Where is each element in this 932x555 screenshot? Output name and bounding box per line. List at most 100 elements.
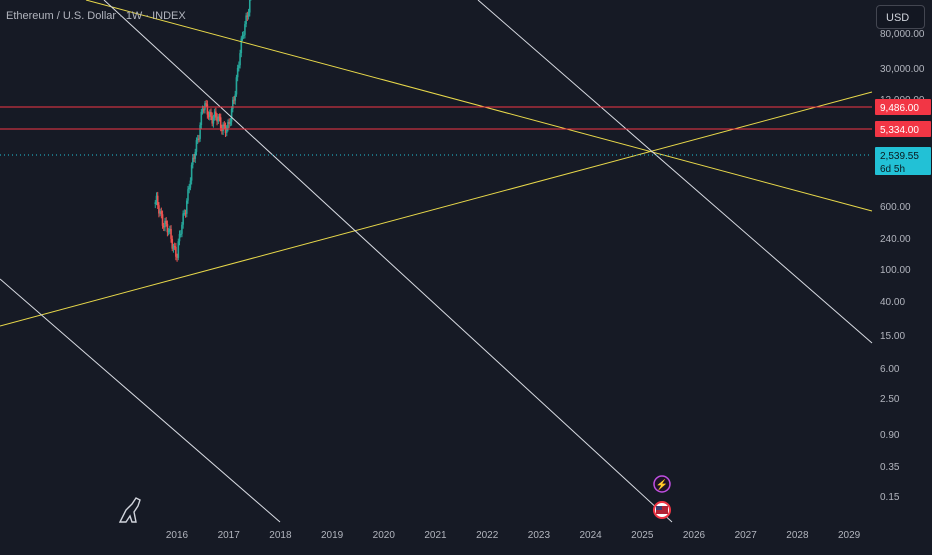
price-tick-label: 80,000.00 xyxy=(880,29,925,40)
candle-body xyxy=(194,151,197,159)
candle-body xyxy=(172,246,175,249)
candle-body xyxy=(217,116,220,122)
candle-body xyxy=(166,224,169,233)
candle-body xyxy=(242,34,245,36)
candle-body xyxy=(185,200,188,214)
candle-body xyxy=(234,94,237,101)
candle-body xyxy=(208,111,211,117)
candle-body xyxy=(156,195,159,206)
candle-body xyxy=(179,233,182,235)
candle-body xyxy=(205,103,207,105)
candle-body xyxy=(227,122,229,129)
candle-body xyxy=(240,38,243,54)
countdown-label: 6d 5h xyxy=(880,164,905,175)
candle-body xyxy=(162,225,165,228)
candle-body xyxy=(230,108,233,122)
candle-body xyxy=(198,138,200,140)
candle-body xyxy=(184,213,187,215)
price-marker-label: 5,334.00 xyxy=(880,125,919,136)
candle-body xyxy=(187,189,189,201)
candle-body xyxy=(215,111,217,117)
time-tick-label: 2024 xyxy=(579,530,602,541)
price-tick-label: 100.00 xyxy=(880,265,911,276)
candle-body xyxy=(228,122,230,124)
candle-body xyxy=(238,65,240,68)
candle-body xyxy=(201,109,204,112)
candle-body xyxy=(221,128,223,132)
candle-body xyxy=(175,246,177,257)
candle-body xyxy=(207,114,210,117)
candle-body xyxy=(165,220,167,225)
candle-body xyxy=(192,157,194,165)
candle-body xyxy=(202,109,205,111)
channel-line-upper xyxy=(477,0,873,344)
candle-body xyxy=(211,116,214,124)
price-tick-label: 2.50 xyxy=(880,394,900,405)
candle-body xyxy=(235,77,238,95)
candle-body xyxy=(160,211,163,215)
time-tick-label: 2023 xyxy=(528,530,551,541)
candle-body xyxy=(244,24,246,35)
lightning-icon xyxy=(653,475,671,493)
candle-body xyxy=(193,157,195,159)
price-tick-label: 15.00 xyxy=(880,331,905,342)
candle-body xyxy=(200,111,203,126)
time-tick-label: 2020 xyxy=(373,530,396,541)
candle-body xyxy=(245,15,247,25)
candle-body xyxy=(206,104,209,115)
time-tick-label: 2017 xyxy=(218,530,241,541)
channel-line-middle xyxy=(103,0,673,523)
candle-body xyxy=(229,121,232,124)
ascending-yellow-trendline xyxy=(0,91,873,327)
channel-line-lower xyxy=(0,278,281,523)
time-tick-label: 2019 xyxy=(321,530,344,541)
candle-body xyxy=(188,187,191,190)
currency-button[interactable]: USD xyxy=(876,5,925,29)
time-tick-label: 2025 xyxy=(631,530,654,541)
candle-body xyxy=(241,35,244,39)
dinosaur-logo-icon xyxy=(118,497,141,523)
time-tick-label: 2026 xyxy=(683,530,706,541)
candle-body xyxy=(224,126,227,133)
candle-body xyxy=(216,116,218,122)
candle-body xyxy=(182,213,184,225)
candle-body xyxy=(190,164,193,181)
candle-body xyxy=(159,211,161,214)
price-tick-label: 600.00 xyxy=(880,202,911,213)
candle-body xyxy=(196,138,199,141)
candle-body xyxy=(171,238,174,249)
price-tick-label: 0.35 xyxy=(880,462,900,473)
time-tick-label: 2018 xyxy=(269,530,292,541)
price-tick-label: 30,000.00 xyxy=(880,64,925,75)
candle-body xyxy=(173,246,176,248)
candle-body xyxy=(248,0,251,13)
candle-body xyxy=(233,99,235,101)
price-marker-label-bg xyxy=(875,121,931,137)
candle-body xyxy=(213,111,216,118)
time-tick-label: 2028 xyxy=(786,530,809,541)
candle-body xyxy=(170,228,172,239)
time-tick-label: 2022 xyxy=(476,530,499,541)
candles xyxy=(154,0,252,262)
candle-body xyxy=(219,117,222,129)
candle-body xyxy=(247,12,250,17)
price-tick-label: 0.90 xyxy=(880,430,900,441)
candle-body xyxy=(236,67,239,78)
candle-body xyxy=(210,111,212,117)
price-marker-label: 9,486.00 xyxy=(880,103,919,114)
candle-body xyxy=(222,124,224,132)
last-price-label: 2,539.55 xyxy=(880,151,919,162)
price-marker-label-bg xyxy=(875,99,931,115)
us-flag-canton xyxy=(656,506,662,510)
candle-body xyxy=(178,234,181,242)
lightning-icon-glyph: ⚡ xyxy=(656,478,668,491)
last-price-label-bg xyxy=(875,147,931,175)
candle-body xyxy=(164,220,166,228)
candle-body xyxy=(154,202,157,204)
candle-body xyxy=(212,117,215,124)
candle-body xyxy=(167,230,170,233)
time-tick-label: 2021 xyxy=(424,530,447,541)
candle-body xyxy=(225,128,228,133)
